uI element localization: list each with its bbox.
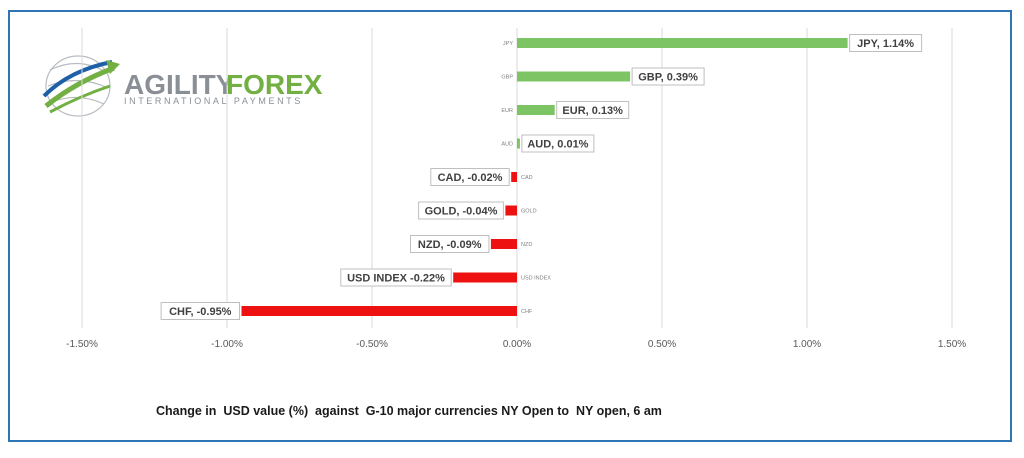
chart-frame xyxy=(8,10,1012,442)
category-label: NZD xyxy=(521,242,532,248)
category-label: JPY xyxy=(503,41,513,47)
data-labels: JPY, 1.14% GBP, 0.39% EUR, 0.13% AUD, 0.01%… xyxy=(160,34,923,320)
logo-text-agility: AGILITY xyxy=(124,69,235,100)
agility-forex-logo: AGILITY FOREX INTERNATIONAL PAYMENTS xyxy=(42,55,323,117)
bar xyxy=(453,272,517,283)
category-label: USD INDEX xyxy=(521,276,551,282)
data-label-box xyxy=(160,302,241,320)
x-tick-label: -1.50% xyxy=(66,339,98,350)
data-label-box xyxy=(340,268,452,287)
data-label-box xyxy=(631,67,705,86)
data-label-box xyxy=(430,168,510,186)
data-label-box xyxy=(556,101,630,119)
x-tick-label: 0.50% xyxy=(648,339,676,350)
x-tick-label: 1.50% xyxy=(938,339,966,350)
chart-caption: Change in USD value (%) against G-10 maj… xyxy=(156,404,662,418)
data-label: USD INDEX -0.22% xyxy=(347,273,445,285)
bar xyxy=(517,38,848,48)
bar xyxy=(511,172,517,182)
data-label: EUR, 0.13% xyxy=(562,105,623,117)
data-label: CAD, -0.02% xyxy=(438,172,503,184)
bars xyxy=(241,38,848,316)
data-label-box xyxy=(418,201,504,220)
x-axis-tick-labels: -1.50% -1.00% -0.50% 0.00% 0.50% 1.00% 1.50% xyxy=(66,339,966,350)
globe-swoosh-icon xyxy=(42,55,120,117)
category-label: GBP xyxy=(501,75,513,81)
category-label: GOLD xyxy=(521,209,537,215)
x-tick-label: -1.00% xyxy=(211,339,243,350)
data-label: NZD, -0.09% xyxy=(418,239,482,251)
logo-text-forex: FOREX xyxy=(226,69,323,100)
data-label-box xyxy=(410,235,490,253)
x-tick-label: 1.00% xyxy=(793,339,821,350)
bar xyxy=(505,205,517,216)
category-label: CAD xyxy=(521,175,533,181)
category-label: AUD xyxy=(501,142,513,148)
data-label: AUD, 0.01% xyxy=(527,139,588,151)
category-label: EUR xyxy=(501,108,513,114)
bar xyxy=(490,239,517,249)
bar xyxy=(517,105,555,115)
data-label-box xyxy=(521,134,595,153)
bar xyxy=(241,306,517,316)
data-label-box xyxy=(849,34,923,52)
data-label: CHF, -0.95% xyxy=(169,306,232,318)
category-label: CHF xyxy=(521,309,533,315)
category-labels: JPY GBP EUR AUD CAD GOLD NZD USD INDEX CHF xyxy=(501,41,551,315)
bar xyxy=(517,71,631,82)
x-tick-label: -0.50% xyxy=(356,339,388,350)
data-label: GOLD, -0.04% xyxy=(425,206,498,218)
data-label: GBP, 0.39% xyxy=(638,72,698,84)
bar xyxy=(517,138,520,149)
x-tick-label: 0.00% xyxy=(503,339,531,350)
logo-tagline: INTERNATIONAL PAYMENTS xyxy=(124,96,303,106)
data-label: JPY, 1.14% xyxy=(857,38,914,50)
